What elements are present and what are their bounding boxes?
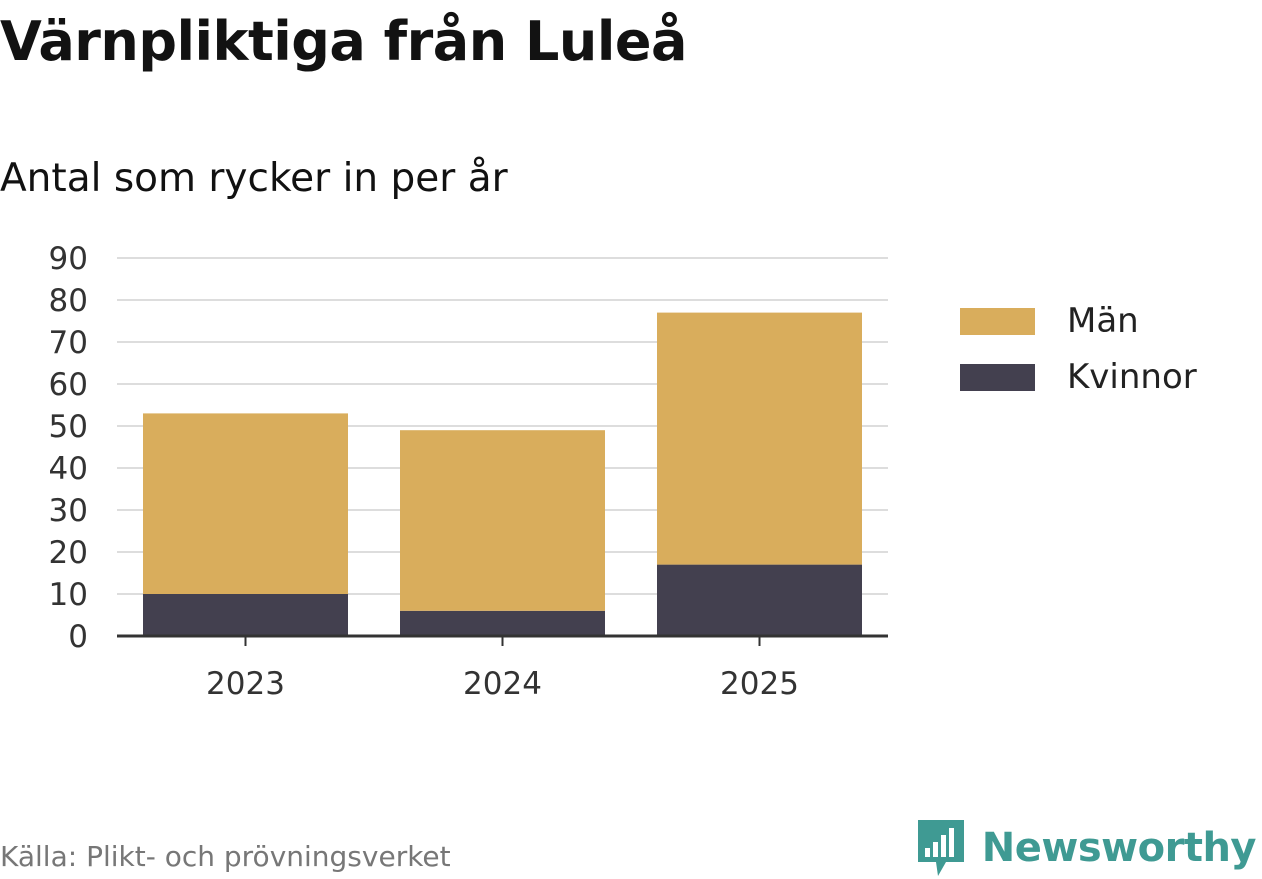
legend-item-man: Män <box>960 293 1197 349</box>
legend: Män Kvinnor <box>960 293 1197 405</box>
legend-item-kvinnor: Kvinnor <box>960 349 1197 405</box>
x-tick-label-2023: 2023 <box>206 666 285 702</box>
legend-swatch-kvinnor <box>960 363 1035 391</box>
source-note: Källa: Plikt- och prövningsverket <box>0 840 451 873</box>
bars <box>143 312 862 636</box>
brand-logo[interactable]: Newsworthy <box>916 818 1257 878</box>
stacked-bar-chart: 0 10 20 30 40 50 60 70 80 90 2023 2024 2025 <box>49 241 888 702</box>
y-tick-label-60: 60 <box>49 367 88 403</box>
x-tick-label-2024: 2024 <box>463 666 542 702</box>
bar-kvinnor-2025 <box>657 564 862 636</box>
bar-män-2024 <box>400 430 605 611</box>
y-axis: 0 10 20 30 40 50 60 70 80 90 <box>49 241 88 655</box>
y-tick-label-10: 10 <box>49 577 88 613</box>
bar-chart-speech-bubble-icon <box>917 820 964 876</box>
bar-män-2023 <box>143 413 348 594</box>
y-tick-label-20: 20 <box>49 535 88 571</box>
x-tick-label-2025: 2025 <box>720 666 799 702</box>
bar-kvinnor-2024 <box>400 610 605 636</box>
y-tick-label-40: 40 <box>49 451 88 487</box>
y-tick-label-0: 0 <box>68 619 88 655</box>
x-axis: 2023 2024 2025 <box>117 634 888 702</box>
legend-swatch-man <box>960 307 1035 335</box>
y-tick-label-30: 30 <box>49 493 88 529</box>
bar-kvinnor-2023 <box>143 594 348 636</box>
y-tick-label-90: 90 <box>49 241 88 277</box>
brand-name: Newsworthy <box>981 825 1257 871</box>
y-tick-label-70: 70 <box>49 325 88 361</box>
legend-label-man: Män <box>1067 301 1139 341</box>
chart-title: Värnpliktiga från Luleå <box>0 10 687 73</box>
bar-män-2025 <box>657 312 862 565</box>
y-tick-label-50: 50 <box>49 409 88 445</box>
chart-subtitle: Antal som rycker in per år <box>0 156 508 201</box>
legend-label-kvinnor: Kvinnor <box>1067 357 1197 397</box>
y-tick-label-80: 80 <box>49 283 88 319</box>
